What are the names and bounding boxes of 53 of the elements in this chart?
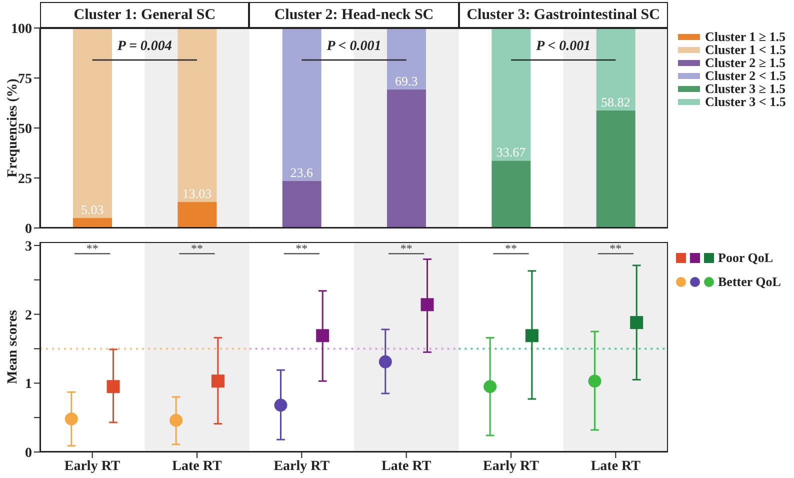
y-tick-label: 75 [18,72,32,87]
annotation: ** [400,242,412,256]
annotation: ** [505,242,517,256]
bar [492,28,531,161]
annotation: ** [610,242,622,256]
bar [387,89,426,228]
text: Cluster 3: Gastrointestinal SC [458,2,668,28]
x-tick-label: Early RT [274,458,330,474]
annotation: P < 0.001 [536,39,591,54]
y-tick-label: 50 [18,122,32,137]
y-tick-label: 2 [25,308,32,324]
data-label: 69.3 [394,73,418,88]
y-tick-label: 0 [25,446,32,461]
legend-label: Cluster 1 ≥ 1.5 [705,29,786,44]
x-tick-label: Late RT [172,458,222,474]
annotation: P < 0.001 [326,39,382,54]
y-axis-title: Mean scores [6,309,20,384]
annotation: ** [191,242,203,256]
bar [596,28,636,110]
legend-label: Cluster 2 ≥ 1.5 [705,55,786,70]
legend-label: Cluster 2 < 1.5 [705,68,786,83]
text: Cluster 1: General SC [40,2,250,28]
legend-label: Cluster 3 ≥ 1.5 [705,81,786,96]
y-axis-title: Frequencies (%) [6,78,20,178]
annotation: ** [86,242,98,256]
bar [73,28,112,218]
y-tick-label: 25 [18,172,32,187]
data-label: 58.82 [601,94,630,110]
x-tick-label: Early RT [64,458,121,474]
bar [596,110,636,228]
data-label: 23.6 [290,164,314,180]
y-tick-label: 1 [25,377,32,392]
legend-label: Cluster 3 < 1.5 [705,94,786,109]
bar [178,202,217,228]
annotation: P = 0.004 [117,39,172,54]
bar [492,160,531,228]
y-tick-label: 3 [25,239,32,254]
bar [282,28,322,181]
legend-label: Better QoL [718,274,781,290]
y-tick-label: 100 [11,22,32,37]
annotation: ** [296,242,308,256]
data-label: 13.03 [182,186,212,201]
bar [387,28,426,90]
legend-label: Cluster 1 < 1.5 [705,42,786,57]
y-tick-label: 0 [25,222,32,237]
bar [282,180,322,228]
x-tick-label: Late RT [590,458,642,474]
data-label: 33.67 [496,144,526,160]
x-tick-label: Early RT [483,458,540,474]
x-tick-label: Late RT [381,458,432,474]
legend-label: Poor QoL [718,250,774,266]
data-label: 5.03 [80,202,104,217]
text: Cluster 2: Head-neck SC [249,2,459,28]
